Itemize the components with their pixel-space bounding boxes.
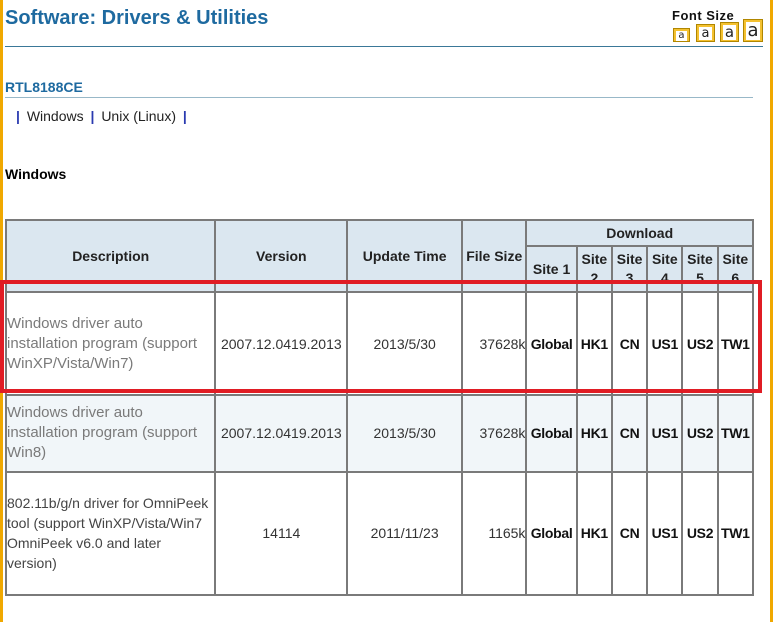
download-link-cn[interactable]: CN <box>612 396 647 471</box>
cell-update-time: 2013/5/30 <box>348 293 462 395</box>
column-header-file-size: File Size <box>463 221 526 291</box>
product-title: RTL8188CE <box>5 79 83 95</box>
download-link-global[interactable]: Global <box>527 396 576 471</box>
column-header-update-time: Update Time <box>348 221 462 291</box>
page-title: Software: Drivers & Utilities <box>5 7 269 29</box>
font-size-medium-button[interactable]: a <box>696 24 715 42</box>
column-header-description: Description <box>7 221 215 291</box>
download-link-us2[interactable]: US2 <box>683 472 717 594</box>
cell-description: Windows driver auto installation program… <box>7 396 215 471</box>
download-link-global[interactable]: Global <box>527 293 576 395</box>
download-link-tw1[interactable]: TW1 <box>718 293 752 395</box>
section-title-windows: Windows <box>5 166 67 182</box>
download-link-global[interactable]: Global <box>527 472 576 594</box>
cell-file-size: 37628k <box>463 293 526 395</box>
product-divider <box>5 97 753 98</box>
download-link-cn[interactable]: CN <box>612 293 647 395</box>
download-link-hk1[interactable]: HK1 <box>577 396 611 471</box>
right-border <box>770 0 773 622</box>
font-size-xlarge-button[interactable]: a <box>743 19 763 42</box>
cell-version: 2007.12.0419.2013 <box>216 293 347 395</box>
drivers-table: Description Version Update Time File Siz… <box>5 219 754 596</box>
nav-link-unix-linux[interactable]: Unix (Linux) <box>101 108 177 124</box>
column-header-version: Version <box>216 221 347 291</box>
download-link-tw1[interactable]: TW1 <box>718 472 752 594</box>
os-nav: | Windows | Unix (Linux) | <box>13 108 190 124</box>
nav-separator: | <box>16 108 20 124</box>
table-row: Windows driver auto installation program… <box>7 293 752 395</box>
column-header-download: Download <box>527 221 752 245</box>
nav-separator: | <box>182 108 187 124</box>
download-link-hk1[interactable]: HK1 <box>577 472 611 594</box>
download-link-us2[interactable]: US2 <box>683 396 717 471</box>
nav-separator: | <box>90 108 95 124</box>
download-link-us1[interactable]: US1 <box>648 472 682 594</box>
cell-file-size: 1165k <box>463 472 526 594</box>
cell-update-time: 2011/11/23 <box>348 472 462 594</box>
cell-file-size: 37628k <box>463 396 526 471</box>
cell-version: 2007.12.0419.2013 <box>216 396 347 471</box>
download-link-us2[interactable]: US2 <box>683 293 717 395</box>
download-link-us1[interactable]: US1 <box>648 396 682 471</box>
cell-update-time: 2013/5/30 <box>348 396 462 471</box>
download-link-hk1[interactable]: HK1 <box>577 293 611 395</box>
table-row: Windows driver auto installation program… <box>7 396 752 471</box>
cell-version: 14114 <box>216 472 347 594</box>
download-link-cn[interactable]: CN <box>612 472 647 594</box>
nav-link-windows[interactable]: Windows <box>26 108 84 124</box>
cell-description: 802.11b/g/n driver for OmniPeek tool (su… <box>7 472 215 594</box>
font-size-small-button[interactable]: a <box>673 28 690 42</box>
table-row: 802.11b/g/n driver for OmniPeek tool (su… <box>7 472 752 594</box>
download-link-tw1[interactable]: TW1 <box>718 396 752 471</box>
highlight-annotation-box <box>0 280 762 393</box>
font-size-label: Font Size <box>672 8 735 23</box>
title-divider <box>5 46 763 47</box>
download-link-us1[interactable]: US1 <box>648 293 682 395</box>
font-size-large-button[interactable]: a <box>720 22 739 42</box>
cell-description: Windows driver auto installation program… <box>7 293 215 395</box>
